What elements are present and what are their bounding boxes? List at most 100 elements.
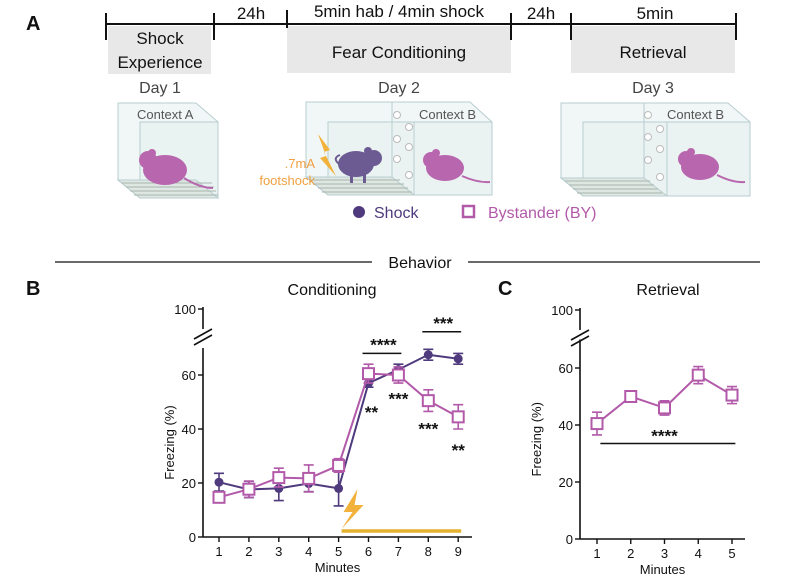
data-point — [590, 417, 604, 431]
data-point — [658, 401, 671, 415]
y-tick-label: 40 — [559, 418, 573, 433]
x-tick-label: 9 — [455, 544, 462, 559]
y-tick-label: 60 — [182, 368, 196, 383]
data-point — [274, 483, 284, 493]
legend-bystander-label: Bystander (BY) — [488, 205, 596, 222]
x-tick-label: 7 — [395, 544, 402, 559]
x-tick-label: 3 — [275, 544, 282, 559]
y-tick-label: 20 — [559, 475, 573, 490]
retrieval-duration: 5min — [637, 4, 674, 23]
significance-stars: **** — [651, 427, 678, 446]
x-tick-label: 1 — [593, 546, 600, 561]
x-tick-label: 4 — [695, 546, 702, 561]
data-point — [725, 388, 739, 402]
phase-label-retrieval: Retrieval — [619, 43, 686, 62]
phase-box-shock-experience — [108, 26, 211, 74]
data-point — [212, 490, 226, 504]
mouse-bystander-day2 — [423, 149, 491, 184]
timeline-ticks — [105, 10, 737, 40]
chart-title: Retrieval — [636, 282, 699, 299]
y-tick-label: 0 — [189, 530, 196, 545]
phase-label-fear-conditioning: Fear Conditioning — [332, 43, 466, 62]
phase-label-shock: Shock — [136, 29, 184, 48]
series-bystander — [590, 365, 739, 436]
axis-break-mark — [570, 329, 590, 347]
chart-title: Conditioning — [288, 282, 377, 299]
footshock-intensity: .7mA — [285, 156, 316, 171]
mouse-bystander-day3 — [678, 148, 746, 184]
x-tick-label: 8 — [425, 544, 432, 559]
timeline: 24h 5min hab / 4min shock 24h 5min Shock… — [105, 2, 737, 97]
y-axis-label: Freezing (%) — [162, 405, 177, 479]
mouse-bystander-day1 — [139, 149, 214, 189]
significance-stars: **** — [370, 336, 397, 355]
x-tick-label: 2 — [245, 544, 252, 559]
x-axis-label: Minutes — [640, 562, 686, 577]
data-point — [423, 350, 433, 360]
gap-label-1: 24h — [237, 4, 265, 23]
context-a-label: Context A — [137, 107, 194, 122]
x-tick-label: 5 — [335, 544, 342, 559]
day-1-label: Day 1 — [139, 80, 181, 97]
data-point — [334, 483, 344, 493]
section-title: Behavior — [388, 255, 452, 272]
significance-stars: *** — [433, 314, 453, 333]
context-b-day2-label: Context B — [419, 107, 476, 122]
lightning-bolt-icon — [341, 489, 364, 529]
y-tick-label: 100 — [551, 303, 573, 318]
data-point — [302, 471, 316, 485]
data-point — [451, 410, 465, 424]
phase-box-fear-conditioning — [287, 26, 511, 73]
gap-label-2: 24h — [527, 4, 555, 23]
phase-label-experience: Experience — [117, 53, 202, 72]
significance-stars: ** — [452, 441, 466, 460]
context-b-day3-label: Context B — [667, 107, 724, 122]
data-point — [624, 390, 638, 403]
legend-shock-label: Shock — [374, 205, 419, 222]
retrieval-chart: Retrieval 0 20 40 60 100 1 2 3 4 5 Minutes Freezing … — [529, 282, 745, 577]
x-axis-label: Minutes — [315, 560, 361, 575]
y-axis-label: Freezing (%) — [529, 402, 544, 476]
data-point — [332, 458, 346, 472]
axis-break-mark — [193, 328, 213, 346]
data-point — [391, 368, 405, 382]
y-tick-label: 100 — [174, 302, 196, 317]
y-tick-label: 60 — [559, 361, 573, 376]
panel-label-a: A — [26, 13, 40, 35]
x-tick-label: 4 — [305, 544, 312, 559]
panel-label-c: C — [498, 278, 512, 300]
legend-shock-marker — [353, 206, 365, 218]
day-3-label: Day 3 — [632, 80, 674, 97]
data-point — [272, 471, 286, 485]
mouse-shock-day2 — [334, 147, 382, 183]
x-tick-label: 1 — [215, 544, 222, 559]
x-tick-label: 5 — [728, 546, 735, 561]
y-tick-label: 0 — [566, 532, 573, 547]
series-bystander — [212, 363, 465, 504]
data-point — [421, 394, 435, 408]
phase-box-retrieval — [571, 26, 735, 73]
legend: Shock Bystander (BY) — [353, 204, 596, 222]
data-point — [691, 368, 705, 382]
significance-stars: *** — [418, 419, 438, 438]
legend-bystander-marker — [461, 204, 476, 219]
x-tick-label: 3 — [661, 546, 668, 561]
day-2-label: Day 2 — [378, 80, 420, 97]
data-point — [362, 367, 375, 381]
y-tick-label: 20 — [182, 476, 196, 491]
series-line — [596, 373, 733, 425]
significance-stars: *** — [388, 390, 408, 409]
x-tick-label: 6 — [365, 544, 372, 559]
conditioning-duration: 5min hab / 4min shock — [314, 2, 485, 21]
footshock-label: footshock — [259, 173, 315, 188]
panel-label-b: B — [26, 278, 40, 300]
lightning-bolt-icon — [318, 134, 336, 176]
data-point — [214, 477, 224, 487]
significance-stars: ** — [365, 403, 379, 422]
data-point — [453, 354, 463, 364]
data-point — [242, 482, 256, 496]
y-tick-label: 40 — [182, 422, 196, 437]
conditioning-chart: Conditioning 0 20 40 60 100 1 2 3 4 5 6 7 8 9 Minutes Fr… — [162, 282, 472, 575]
x-tick-label: 2 — [627, 546, 634, 561]
